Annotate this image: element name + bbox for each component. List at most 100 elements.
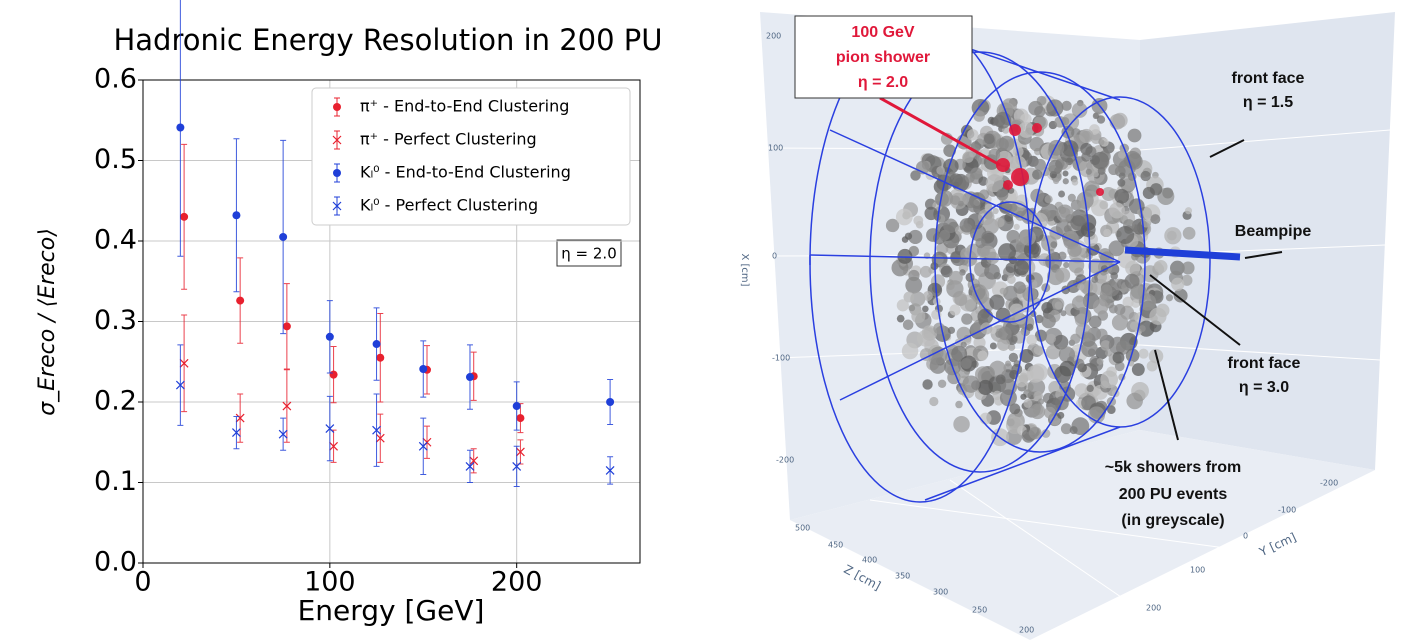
pu-blob bbox=[1049, 415, 1061, 426]
x-marker bbox=[375, 433, 385, 443]
pu-blob bbox=[1013, 281, 1026, 294]
pu-blob bbox=[1126, 392, 1143, 410]
pu-blob bbox=[967, 199, 981, 213]
pu-blob bbox=[988, 148, 1001, 161]
pu-blob bbox=[1116, 226, 1135, 245]
dot-marker bbox=[333, 169, 341, 177]
pu-blob bbox=[987, 116, 996, 125]
pu-blob bbox=[1023, 399, 1033, 408]
chart-title: Hadronic Energy Resolution in 200 PU bbox=[113, 23, 662, 57]
pu-blob bbox=[1062, 178, 1069, 185]
pu-blob bbox=[1052, 177, 1060, 185]
pu-blob bbox=[1041, 429, 1051, 438]
pu-blob bbox=[1037, 398, 1045, 405]
pu-blob bbox=[962, 151, 974, 163]
y-axis-label: σ_Ereco / ⟨Ereco⟩ bbox=[35, 228, 60, 416]
pu-blob bbox=[922, 305, 929, 313]
pu-blob bbox=[1079, 128, 1094, 144]
pu-blob bbox=[1124, 273, 1140, 289]
pu-blob bbox=[995, 374, 1006, 385]
annotation-text: ~5k showers from bbox=[1105, 459, 1242, 476]
pu-blob bbox=[1033, 345, 1044, 355]
pu-blob bbox=[1059, 360, 1076, 377]
pu-blob bbox=[1033, 391, 1043, 401]
pu-blob bbox=[1096, 357, 1104, 365]
pu-blob bbox=[1131, 299, 1140, 308]
pu-blob bbox=[1086, 384, 1094, 393]
pu-blob bbox=[1092, 299, 1109, 315]
pu-blob bbox=[1015, 242, 1026, 253]
inner-ring bbox=[969, 201, 1051, 323]
pu-blob bbox=[977, 379, 994, 395]
pu-blob bbox=[1108, 164, 1120, 176]
x-marker bbox=[332, 135, 342, 145]
dot-marker bbox=[180, 212, 189, 221]
tick-label-3d: 100 bbox=[768, 144, 783, 153]
pu-blob bbox=[934, 254, 944, 265]
pu-blob bbox=[1091, 276, 1099, 284]
tick-label-3d: 250 bbox=[972, 606, 987, 615]
pu-blob bbox=[1092, 112, 1100, 120]
pu-blob bbox=[1026, 364, 1045, 383]
tick-label-3d: 0 bbox=[772, 252, 777, 261]
pu-blob bbox=[961, 313, 973, 325]
pu-blob bbox=[1100, 340, 1111, 351]
pu-blob bbox=[999, 287, 1007, 295]
pu-blob bbox=[992, 207, 999, 215]
pu-blob bbox=[1028, 426, 1042, 440]
legend-label: Kₗ⁰ - End-to-End Clustering bbox=[360, 163, 571, 182]
x-marker bbox=[231, 428, 241, 438]
pu-blob bbox=[971, 286, 990, 304]
pu-blob bbox=[885, 218, 900, 233]
pu-blob bbox=[984, 263, 1000, 280]
pu-blob bbox=[1108, 336, 1127, 355]
wall-grid bbox=[1139, 344, 1381, 361]
callout-text: pion shower bbox=[836, 49, 930, 66]
legend-label: π⁺ - Perfect Clustering bbox=[360, 130, 537, 149]
pu-blob bbox=[1020, 393, 1027, 400]
pu-blob bbox=[996, 337, 1011, 351]
pu-blob bbox=[1070, 209, 1088, 227]
x-tick-label: 100 bbox=[304, 567, 356, 598]
floor-grid bbox=[869, 499, 1241, 551]
detector-view: 100 GeV pion shower η = 2.0 front face η… bbox=[739, 12, 1395, 640]
pu-blob bbox=[1068, 257, 1085, 274]
floor bbox=[790, 430, 1375, 640]
pu-blob bbox=[1053, 334, 1069, 350]
pu-blob bbox=[921, 325, 938, 341]
pu-blob bbox=[1111, 314, 1129, 331]
pu-blob bbox=[1146, 360, 1158, 372]
pu-blob bbox=[1071, 178, 1079, 186]
pu-blob bbox=[1154, 260, 1168, 274]
pu-blob bbox=[1089, 155, 1100, 166]
pu-blob bbox=[1067, 242, 1082, 258]
pu-blob bbox=[943, 158, 959, 175]
pu-blob bbox=[997, 243, 1016, 262]
axis-label-3d: Y [cm] bbox=[1256, 530, 1298, 560]
pu-blob bbox=[1077, 283, 1085, 291]
pu-blob bbox=[929, 346, 948, 365]
x-marker bbox=[175, 380, 185, 390]
pu-blob bbox=[1018, 121, 1035, 138]
pu-blob bbox=[922, 379, 933, 390]
pion-hit bbox=[1011, 168, 1029, 186]
tick-label-3d: 450 bbox=[828, 541, 843, 550]
x-tick-label: 200 bbox=[491, 567, 543, 598]
pu-blob bbox=[950, 195, 961, 206]
pu-blob bbox=[1055, 267, 1071, 283]
x-tick-label: 0 bbox=[134, 567, 151, 598]
dot-marker bbox=[376, 353, 385, 362]
axis-label-3d: Z [cm] bbox=[841, 562, 883, 593]
dot-marker bbox=[236, 296, 245, 305]
spoke bbox=[924, 426, 1121, 501]
pu-blob bbox=[1057, 411, 1065, 419]
dot-marker bbox=[606, 398, 615, 406]
x-marker bbox=[325, 424, 335, 433]
pu-blob bbox=[1009, 403, 1021, 415]
pu-blob bbox=[994, 217, 1005, 228]
pu-blob bbox=[1041, 313, 1056, 329]
x-marker bbox=[418, 441, 428, 451]
annotation-text: (in greyscale) bbox=[1121, 512, 1224, 529]
tick-label-3d: 350 bbox=[895, 572, 910, 581]
arrow bbox=[1149, 274, 1241, 346]
